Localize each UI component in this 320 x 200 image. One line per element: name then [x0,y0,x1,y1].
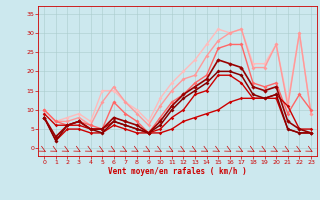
X-axis label: Vent moyen/en rafales ( km/h ): Vent moyen/en rafales ( km/h ) [108,167,247,176]
